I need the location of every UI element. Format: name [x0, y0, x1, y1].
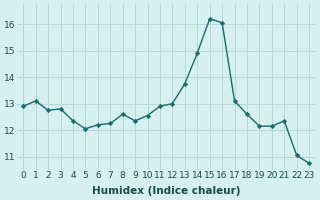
X-axis label: Humidex (Indice chaleur): Humidex (Indice chaleur) — [92, 186, 240, 196]
